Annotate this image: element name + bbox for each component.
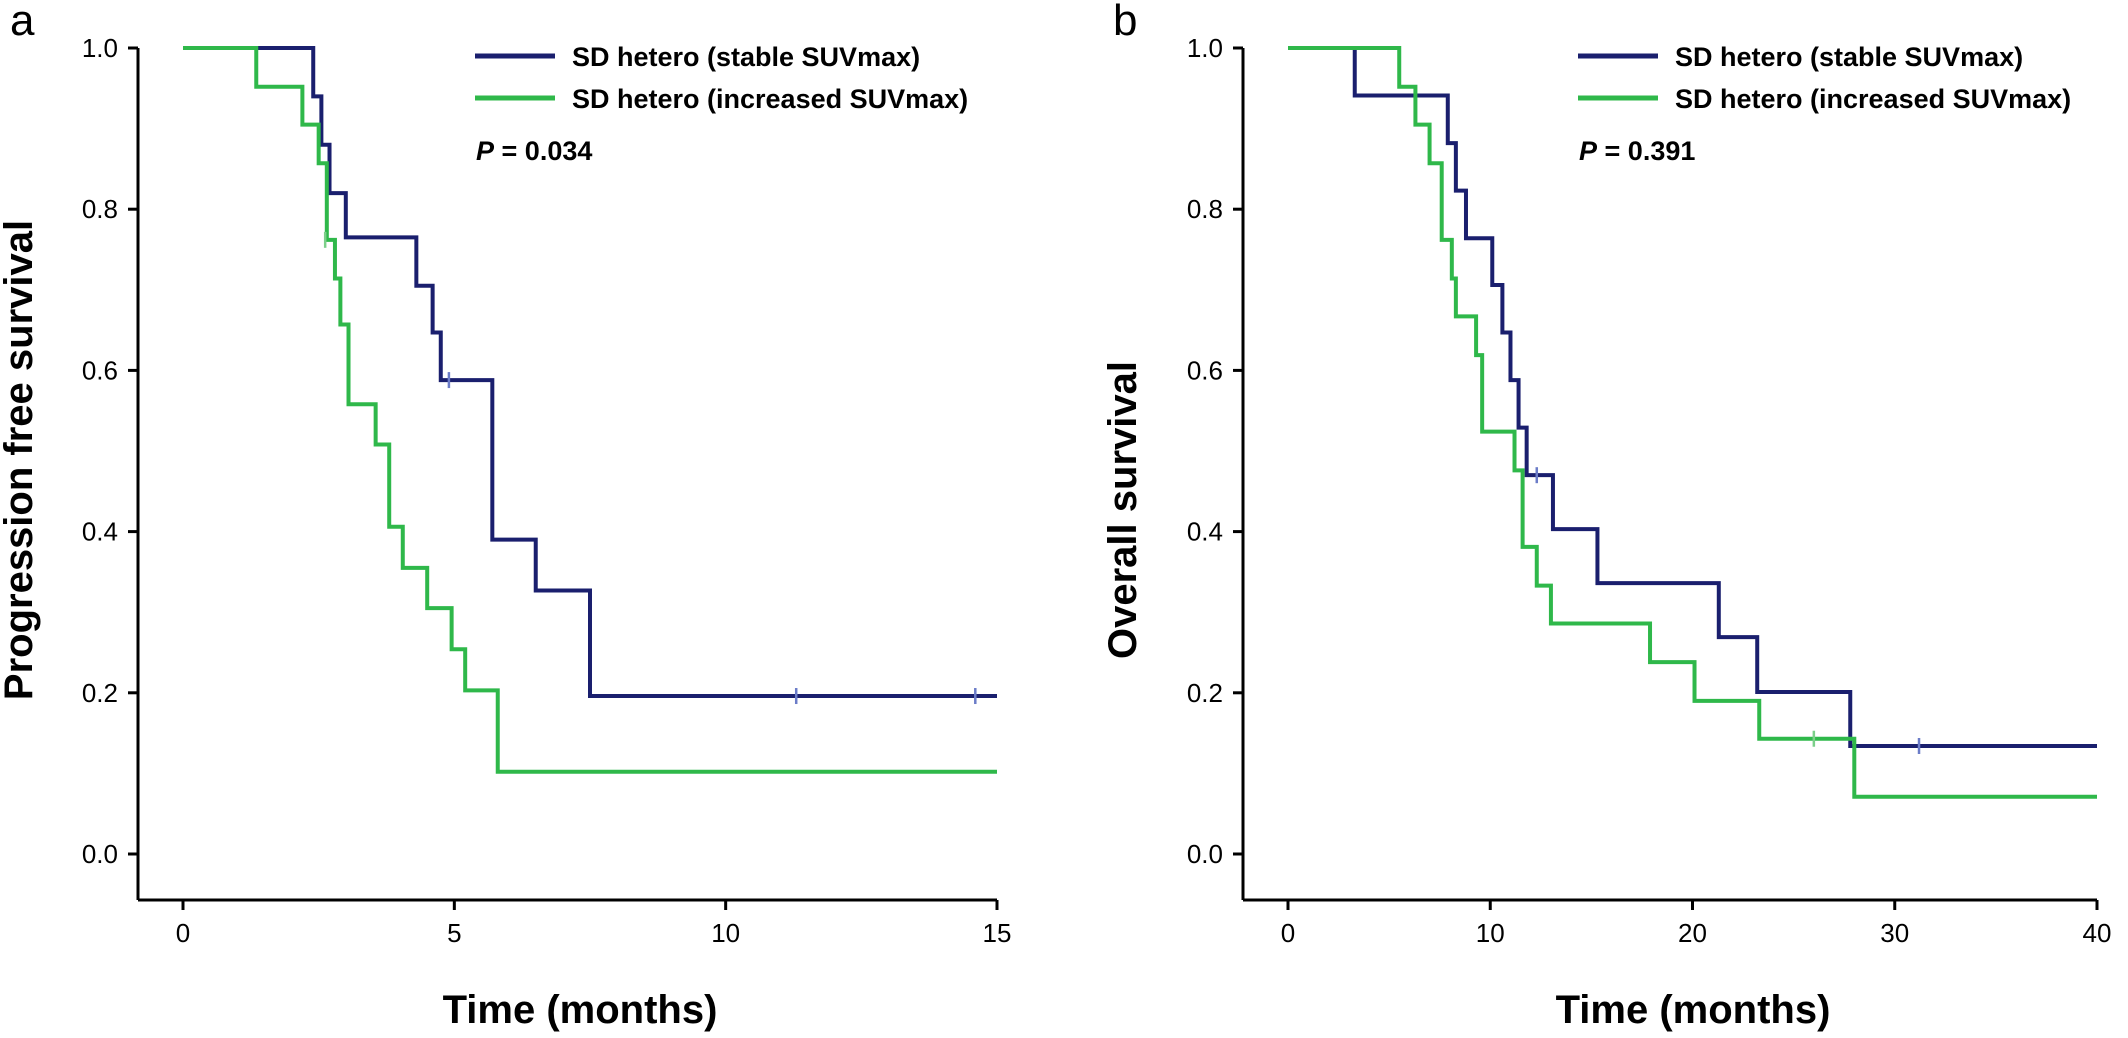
panel-a-p-number: = 0.034 (502, 136, 593, 166)
panel-b-letter: b (1113, 0, 1137, 45)
panel-a-x-tick-label: 0 (176, 918, 190, 948)
panel-a-letter: a (10, 0, 35, 45)
panel-a-p-letter: P (476, 136, 495, 166)
panel-b-y-tick-label: 0.4 (1187, 517, 1223, 547)
panel-b-x-tick-label: 30 (1880, 918, 1909, 948)
panel-a-x-tick-label: 15 (983, 918, 1012, 948)
panel-b-plot-area: 0.0 0.2 0.4 0.6 0.8 1.0 0 10 20 30 40 (1187, 33, 2112, 948)
panel-a-y-axis-title: Progression free survival (0, 220, 41, 700)
panel-a-y-tick-label: 0.0 (82, 839, 118, 869)
panel-b-x-tick-label: 20 (1678, 918, 1707, 948)
panel-a-y-tick-label: 1.0 (82, 33, 118, 63)
panel-b-p-number: = 0.391 (1605, 136, 1696, 166)
panel-a-x-tick-label: 5 (447, 918, 461, 948)
panel-b-chart: b 0.0 0.2 0.4 0.6 0.8 1.0 0 10 20 30 40 Time (mont… (1101, 0, 2111, 1032)
panel-a-y-tick-label: 0.2 (82, 678, 118, 708)
panel-a-curve-increased (183, 46, 997, 774)
panel-a-chart: a 0.0 0.2 0.4 0.6 0.8 1.0 0 5 10 15 Time (months)… (0, 0, 1011, 1032)
panel-b-y-tick-label: 1.0 (1187, 33, 1223, 63)
panel-a-y-tick-label: 0.4 (82, 517, 118, 547)
panel-b-legend: SD hetero (stable SUVmax) SD hetero (inc… (1578, 42, 2071, 114)
panel-b-y-tick-label: 0.0 (1187, 839, 1223, 869)
panel-b-curve-stable (1288, 46, 2097, 748)
panel-a-legend-label-increased: SD hetero (increased SUVmax) (572, 84, 968, 114)
panel-a-x-axis-title: Time (months) (443, 988, 718, 1032)
panel-b-p-letter: P (1579, 136, 1598, 166)
panel-b-x-tick-label: 40 (2083, 918, 2112, 948)
panel-a-curve-stable (183, 46, 997, 699)
panel-b-x-tick-label: 10 (1476, 918, 1505, 948)
panel-b-y-axis-title: Overall survival (1101, 361, 1145, 659)
panel-b-x-tick-label: 0 (1281, 918, 1295, 948)
panel-b-y-tick-label: 0.8 (1187, 194, 1223, 224)
panel-b-y-tick-label: 0.6 (1187, 355, 1223, 385)
panel-a-plot-area: 0.0 0.2 0.4 0.6 0.8 1.0 0 5 10 15 (82, 33, 1012, 948)
panel-b-x-axis-title: Time (months) (1556, 988, 1831, 1032)
panel-b-curve-increased (1288, 46, 2097, 799)
panel-b-y-tick-label: 0.2 (1187, 678, 1223, 708)
panel-a-legend-label-stable: SD hetero (stable SUVmax) (572, 42, 920, 72)
panel-a-legend: SD hetero (stable SUVmax) SD hetero (inc… (475, 42, 968, 114)
panel-b-legend-label-increased: SD hetero (increased SUVmax) (1675, 84, 2071, 114)
panel-a-y-tick-label: 0.8 (82, 194, 118, 224)
panel-a-p-value: P = 0.034 (476, 136, 592, 166)
panel-a-x-tick-label: 10 (711, 918, 740, 948)
panel-b-p-value: P = 0.391 (1579, 136, 1695, 166)
panel-a-y-tick-label: 0.6 (82, 355, 118, 385)
panel-b-legend-label-stable: SD hetero (stable SUVmax) (1675, 42, 2023, 72)
